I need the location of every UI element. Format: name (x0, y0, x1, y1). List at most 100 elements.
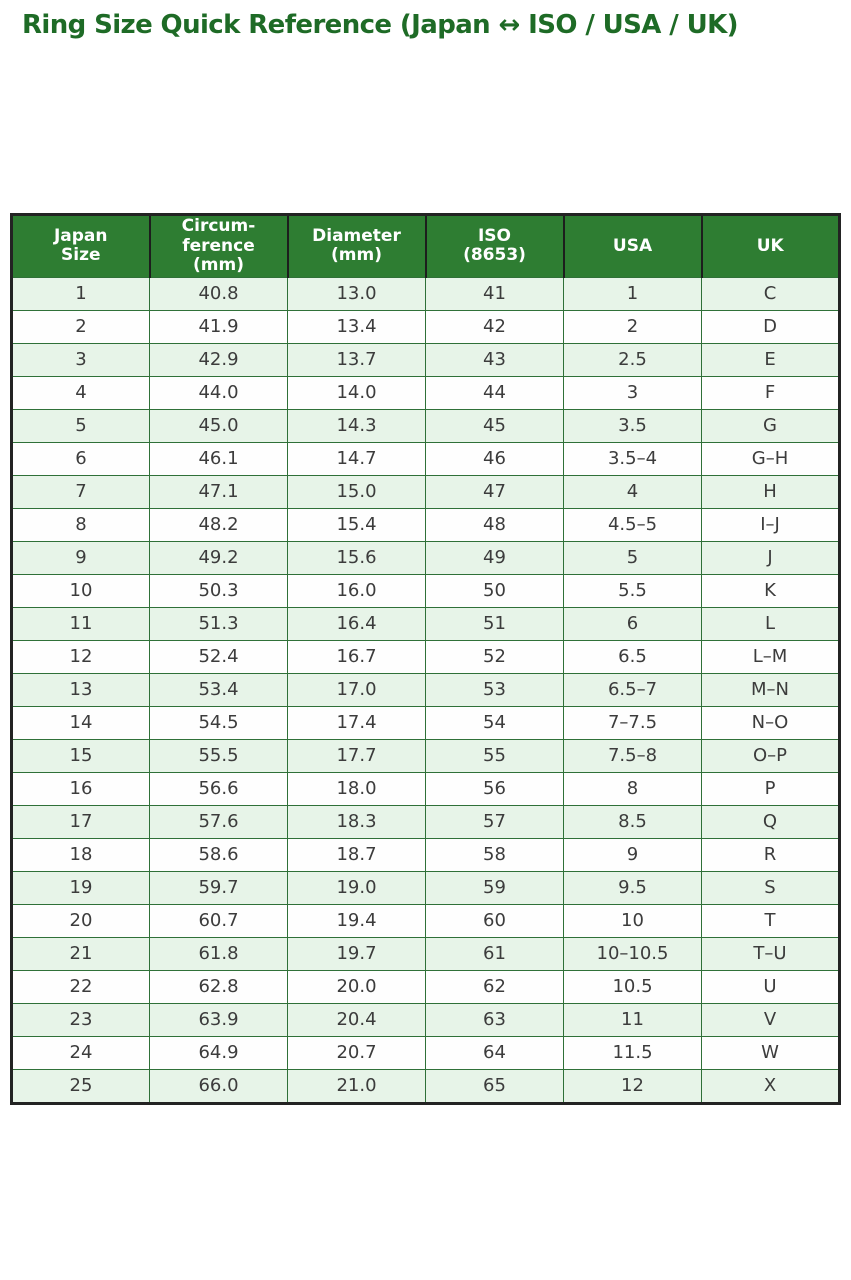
cell-usa: 8.5 (563, 804, 702, 839)
table-row: 7 47.1 15.0 47 4 H (11, 474, 840, 509)
cell-diameter-mm: 16.7 (287, 639, 426, 674)
cell-iso-8653: 62 (425, 969, 564, 1004)
cell-iso-8653: 61 (425, 936, 564, 971)
cell-usa: 11 (563, 1002, 702, 1037)
cell-iso-8653: 60 (425, 903, 564, 938)
cell-uk: G–H (701, 441, 840, 476)
table-row: 5 45.0 14.3 45 3.5 G (11, 408, 840, 443)
cell-circumference-mm: 40.8 (149, 276, 288, 311)
cell-iso-8653: 59 (425, 870, 564, 905)
cell-circumference-mm: 59.7 (149, 870, 288, 905)
table-row: 1 40.8 13.0 41 1 C (11, 276, 840, 311)
table-row: 3 42.9 13.7 43 2.5 E (11, 342, 840, 377)
cell-uk: U (701, 969, 840, 1004)
cell-diameter-mm: 19.4 (287, 903, 426, 938)
cell-uk: O–P (701, 738, 840, 773)
cell-circumference-mm: 41.9 (149, 309, 288, 344)
table-head: Japan Size Circum- ference (mm) Diameter (… (11, 214, 840, 278)
cell-japan-size: 16 (11, 771, 150, 806)
cell-iso-8653: 45 (425, 408, 564, 443)
cell-japan-size: 1 (11, 276, 150, 311)
cell-usa: 8 (563, 771, 702, 806)
cell-circumference-mm: 53.4 (149, 672, 288, 707)
cell-usa: 4.5–5 (563, 507, 702, 542)
cell-circumference-mm: 50.3 (149, 573, 288, 608)
column-header-circumference-mm: Circum- ference (mm) (148, 214, 288, 278)
cell-japan-size: 14 (11, 705, 150, 740)
cell-uk: E (701, 342, 840, 377)
cell-uk: J (701, 540, 840, 575)
table-row: 13 53.4 17.0 53 6.5–7 M–N (11, 672, 840, 707)
cell-diameter-mm: 18.0 (287, 771, 426, 806)
cell-uk: F (701, 375, 840, 410)
column-header-usa: USA (562, 214, 702, 278)
cell-iso-8653: 56 (425, 771, 564, 806)
cell-usa: 6 (563, 606, 702, 641)
cell-uk: I–J (701, 507, 840, 542)
cell-usa: 5.5 (563, 573, 702, 608)
cell-uk: R (701, 837, 840, 872)
cell-circumference-mm: 52.4 (149, 639, 288, 674)
cell-circumference-mm: 60.7 (149, 903, 288, 938)
cell-circumference-mm: 55.5 (149, 738, 288, 773)
cell-iso-8653: 43 (425, 342, 564, 377)
table-row: 10 50.3 16.0 50 5.5 K (11, 573, 840, 608)
cell-japan-size: 25 (11, 1068, 150, 1104)
table-row: 16 56.6 18.0 56 8 P (11, 771, 840, 806)
cell-diameter-mm: 15.0 (287, 474, 426, 509)
cell-circumference-mm: 46.1 (149, 441, 288, 476)
cell-circumference-mm: 48.2 (149, 507, 288, 542)
table-row: 25 66.0 21.0 65 12 X (11, 1068, 840, 1104)
table-row: 24 64.9 20.7 64 11.5 W (11, 1035, 840, 1070)
cell-japan-size: 7 (11, 474, 150, 509)
cell-circumference-mm: 61.8 (149, 936, 288, 971)
cell-usa: 3.5 (563, 408, 702, 443)
cell-diameter-mm: 20.0 (287, 969, 426, 1004)
cell-iso-8653: 65 (425, 1068, 564, 1104)
cell-usa: 9 (563, 837, 702, 872)
cell-diameter-mm: 17.7 (287, 738, 426, 773)
cell-uk: C (701, 276, 840, 311)
cell-usa: 2.5 (563, 342, 702, 377)
cell-usa: 7.5–8 (563, 738, 702, 773)
cell-circumference-mm: 63.9 (149, 1002, 288, 1037)
cell-japan-size: 23 (11, 1002, 150, 1037)
table-row: 12 52.4 16.7 52 6.5 L–M (11, 639, 840, 674)
cell-japan-size: 8 (11, 507, 150, 542)
cell-circumference-mm: 44.0 (149, 375, 288, 410)
cell-uk: D (701, 309, 840, 344)
cell-japan-size: 13 (11, 672, 150, 707)
cell-uk: K (701, 573, 840, 608)
cell-diameter-mm: 16.4 (287, 606, 426, 641)
column-header-diameter-mm: Diameter (mm) (286, 214, 426, 278)
cell-iso-8653: 48 (425, 507, 564, 542)
cell-iso-8653: 42 (425, 309, 564, 344)
cell-diameter-mm: 16.0 (287, 573, 426, 608)
table-row: 6 46.1 14.7 46 3.5–4 G–H (11, 441, 840, 476)
cell-iso-8653: 46 (425, 441, 564, 476)
cell-usa: 3.5–4 (563, 441, 702, 476)
table-row: 8 48.2 15.4 48 4.5–5 I–J (11, 507, 840, 542)
cell-japan-size: 24 (11, 1035, 150, 1070)
cell-diameter-mm: 14.3 (287, 408, 426, 443)
table-row: 11 51.3 16.4 51 6 L (11, 606, 840, 641)
cell-usa: 2 (563, 309, 702, 344)
cell-diameter-mm: 19.0 (287, 870, 426, 905)
cell-circumference-mm: 54.5 (149, 705, 288, 740)
cell-diameter-mm: 13.4 (287, 309, 426, 344)
cell-circumference-mm: 49.2 (149, 540, 288, 575)
column-header-iso-8653: ISO (8653) (424, 214, 564, 278)
cell-iso-8653: 47 (425, 474, 564, 509)
cell-japan-size: 9 (11, 540, 150, 575)
cell-uk: T–U (701, 936, 840, 971)
cell-iso-8653: 41 (425, 276, 564, 311)
cell-circumference-mm: 66.0 (149, 1068, 288, 1104)
cell-japan-size: 5 (11, 408, 150, 443)
table-row: 22 62.8 20.0 62 10.5 U (11, 969, 840, 1004)
table-row: 21 61.8 19.7 61 10–10.5 T–U (11, 936, 840, 971)
cell-usa: 11.5 (563, 1035, 702, 1070)
cell-uk: W (701, 1035, 840, 1070)
page-title: Ring Size Quick Reference (Japan ↔ ISO /… (22, 10, 739, 40)
cell-uk: S (701, 870, 840, 905)
table-row: 23 63.9 20.4 63 11 V (11, 1002, 840, 1037)
